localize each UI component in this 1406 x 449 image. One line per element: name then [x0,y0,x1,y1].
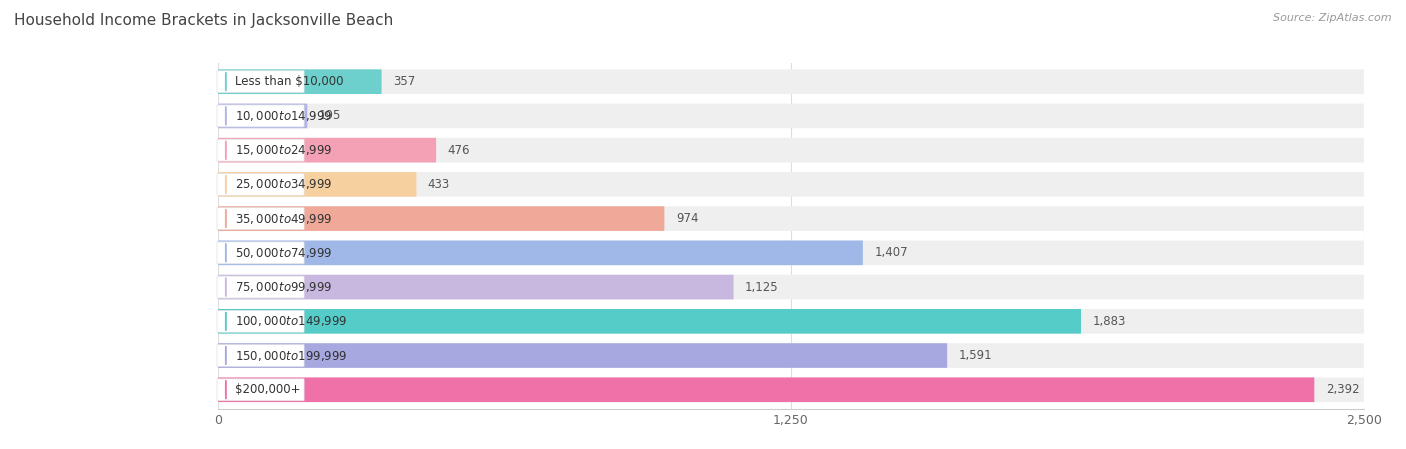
FancyBboxPatch shape [218,172,1364,197]
FancyBboxPatch shape [218,172,416,197]
Text: $15,000 to $24,999: $15,000 to $24,999 [235,143,332,157]
Text: $25,000 to $34,999: $25,000 to $34,999 [235,177,332,191]
FancyBboxPatch shape [217,242,304,264]
Text: Less than $10,000: Less than $10,000 [235,75,343,88]
Text: $50,000 to $74,999: $50,000 to $74,999 [235,246,332,260]
Text: 1,883: 1,883 [1092,315,1126,328]
FancyBboxPatch shape [218,241,863,265]
FancyBboxPatch shape [217,71,304,92]
Text: $100,000 to $149,999: $100,000 to $149,999 [235,314,347,328]
Text: $75,000 to $99,999: $75,000 to $99,999 [235,280,332,294]
Text: 1,591: 1,591 [959,349,993,362]
Text: 2,392: 2,392 [1326,383,1360,396]
FancyBboxPatch shape [217,276,304,298]
Text: 1,125: 1,125 [745,281,779,294]
Text: 195: 195 [319,110,342,123]
Text: 433: 433 [427,178,450,191]
Text: Household Income Brackets in Jacksonville Beach: Household Income Brackets in Jacksonvill… [14,13,394,28]
FancyBboxPatch shape [217,139,304,161]
Text: 357: 357 [394,75,415,88]
FancyBboxPatch shape [218,378,1364,402]
Text: 1,407: 1,407 [875,247,908,260]
FancyBboxPatch shape [217,379,304,401]
FancyBboxPatch shape [218,343,1364,368]
FancyBboxPatch shape [218,309,1081,334]
FancyBboxPatch shape [218,206,1364,231]
Text: 476: 476 [447,144,470,157]
Text: 974: 974 [676,212,699,225]
Text: $35,000 to $49,999: $35,000 to $49,999 [235,211,332,225]
FancyBboxPatch shape [218,104,1364,128]
FancyBboxPatch shape [217,344,304,366]
Text: Source: ZipAtlas.com: Source: ZipAtlas.com [1274,13,1392,23]
FancyBboxPatch shape [218,69,381,94]
FancyBboxPatch shape [218,343,948,368]
FancyBboxPatch shape [218,275,734,299]
Text: $10,000 to $14,999: $10,000 to $14,999 [235,109,332,123]
FancyBboxPatch shape [218,138,436,163]
Text: $150,000 to $199,999: $150,000 to $199,999 [235,348,347,362]
FancyBboxPatch shape [218,206,665,231]
FancyBboxPatch shape [218,104,308,128]
FancyBboxPatch shape [218,275,1364,299]
FancyBboxPatch shape [218,241,1364,265]
FancyBboxPatch shape [218,69,1364,94]
FancyBboxPatch shape [218,309,1364,334]
FancyBboxPatch shape [217,173,304,195]
FancyBboxPatch shape [217,310,304,332]
Text: $200,000+: $200,000+ [235,383,301,396]
FancyBboxPatch shape [217,207,304,229]
FancyBboxPatch shape [217,105,304,127]
FancyBboxPatch shape [218,138,1364,163]
FancyBboxPatch shape [218,378,1315,402]
